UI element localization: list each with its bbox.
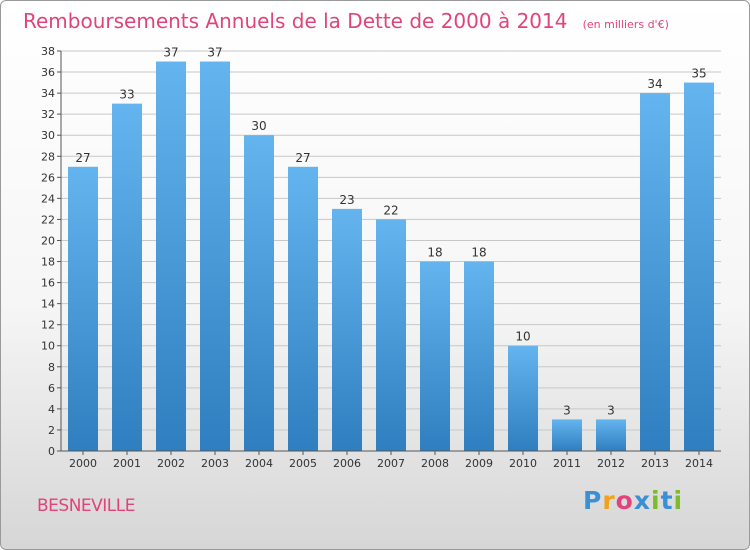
data-label: 10 [515,330,530,344]
data-label: 34 [647,77,662,91]
y-tick-label: 28 [41,150,55,163]
bar [596,419,626,451]
bar [332,208,362,451]
bar [640,93,670,452]
bar [112,103,142,451]
x-tick-label: 2002 [157,457,185,470]
y-tick-label: 26 [41,171,55,184]
x-tick-label: 2007 [377,457,405,470]
logo-letter: r [602,486,616,515]
x-tick-label: 2011 [553,457,581,470]
x-tick-label: 2003 [201,457,229,470]
y-tick-label: 30 [41,129,55,142]
city-name: BESNEVILLE [37,496,135,516]
y-tick-label: 14 [41,298,55,311]
x-tick-label: 2001 [113,457,141,470]
x-tick-label: 2009 [465,457,493,470]
x-tick-label: 2012 [597,457,625,470]
y-tick-label: 6 [48,382,55,395]
bar [156,61,186,452]
y-tick-label: 34 [41,87,55,100]
logo-letter: o [615,486,634,515]
x-tick-label: 2005 [289,457,317,470]
y-tick-label: 16 [41,277,55,290]
y-tick-label: 32 [41,108,55,121]
x-tick-label: 2013 [641,457,669,470]
logo-letter: x [633,486,651,515]
bars [68,61,714,452]
y-tick-label: 0 [48,445,55,458]
bar [552,419,582,451]
x-tick-label: 2000 [69,457,97,470]
title-row: Remboursements Annuels de la Dette de 20… [23,9,669,33]
data-label: 18 [471,246,486,260]
bar [288,166,318,451]
y-tick-label: 18 [41,256,55,269]
y-tick-label: 20 [41,234,55,247]
bar [420,261,450,451]
bar [200,61,230,452]
data-label: 3 [563,403,571,417]
logo-letter: i [651,486,661,515]
chart-subtitle: (en milliers d'€) [582,18,669,31]
bar [244,135,274,452]
y-tick-label: 12 [41,319,55,332]
proxiti-logo: Proxiti [583,486,683,515]
y-tick-label: 22 [41,213,55,226]
y-tick-label: 4 [48,403,55,416]
data-label: 23 [339,193,354,207]
y-tick-label: 36 [41,66,55,79]
y-tick-label: 10 [41,340,55,353]
y-tick-label: 2 [48,424,55,437]
data-label: 22 [383,203,398,217]
data-label: 27 [295,151,310,165]
x-tick-label: 2006 [333,457,361,470]
data-label: 18 [427,246,442,260]
logo-letter: t [660,486,674,515]
x-tick-label: 2010 [509,457,537,470]
chart-title: Remboursements Annuels de la Dette de 20… [23,9,568,33]
bar [376,219,406,451]
data-label: 33 [119,88,134,102]
bar [508,345,538,451]
logo-letter: P [583,486,603,515]
data-label: 30 [251,119,266,133]
bar [68,166,98,451]
y-tick-label: 8 [48,361,55,374]
labels: 0246810121416182022242628303234363820002… [41,45,713,470]
y-tick-label: 38 [41,45,55,58]
data-label: 37 [163,46,178,60]
logo-letter: i [673,486,684,515]
x-tick-label: 2014 [685,457,713,470]
data-label: 3 [607,403,615,417]
bar [684,82,714,451]
y-tick-label: 24 [41,192,55,205]
axes [57,50,721,455]
x-tick-label: 2004 [245,457,273,470]
data-label: 27 [75,151,90,165]
x-tick-label: 2008 [421,457,449,470]
bar [464,261,494,451]
data-label: 35 [691,67,706,81]
data-label: 37 [207,46,222,60]
